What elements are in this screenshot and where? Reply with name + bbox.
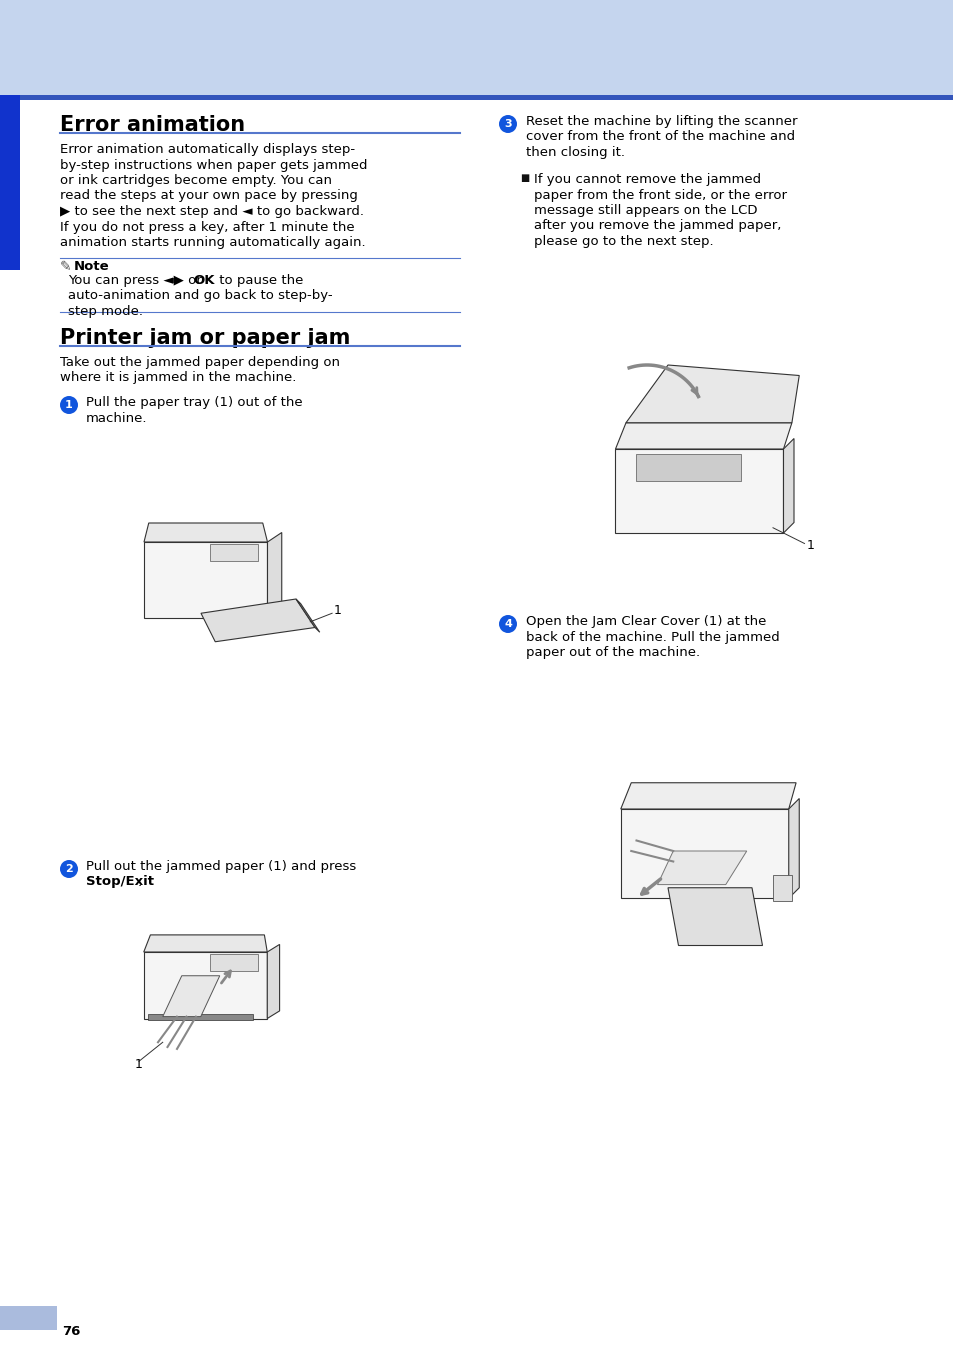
- Text: by-step instructions when paper gets jammed: by-step instructions when paper gets jam…: [60, 158, 367, 172]
- Text: Stop/Exit: Stop/Exit: [86, 875, 153, 889]
- Text: where it is jammed in the machine.: where it is jammed in the machine.: [60, 372, 296, 385]
- Polygon shape: [615, 449, 782, 534]
- Text: paper out of the machine.: paper out of the machine.: [525, 646, 700, 659]
- Polygon shape: [144, 523, 267, 542]
- Text: Error animation automatically displays step-: Error animation automatically displays s…: [60, 143, 355, 155]
- Text: .: .: [138, 875, 142, 889]
- Polygon shape: [163, 975, 219, 1016]
- Text: You can press ◄▶ or: You can press ◄▶ or: [68, 274, 206, 286]
- Text: Reset the machine by lifting the scanner: Reset the machine by lifting the scanner: [525, 115, 797, 128]
- Polygon shape: [149, 1013, 253, 1020]
- Text: 3: 3: [503, 119, 511, 128]
- Text: paper from the front side, or the error: paper from the front side, or the error: [534, 189, 786, 201]
- Polygon shape: [667, 888, 761, 946]
- Circle shape: [498, 615, 517, 634]
- Text: ✎: ✎: [60, 259, 71, 274]
- Polygon shape: [625, 365, 799, 423]
- Text: read the steps at your own pace by pressing: read the steps at your own pace by press…: [60, 189, 357, 203]
- Polygon shape: [144, 935, 267, 952]
- Text: ▶ to see the next step and ◄ to go backward.: ▶ to see the next step and ◄ to go backw…: [60, 205, 364, 218]
- Text: 4: 4: [503, 619, 512, 630]
- Polygon shape: [295, 598, 319, 632]
- Text: Open the Jam Clear Cover (1) at the: Open the Jam Clear Cover (1) at the: [525, 615, 765, 628]
- Bar: [0, 0, 953, 95]
- Text: Printer jam or paper jam: Printer jam or paper jam: [60, 328, 350, 349]
- Polygon shape: [636, 454, 740, 481]
- Bar: [0, 95, 953, 100]
- Polygon shape: [267, 944, 279, 1019]
- Polygon shape: [657, 851, 746, 885]
- Polygon shape: [267, 532, 281, 617]
- Text: If you do not press a key, after 1 minute the: If you do not press a key, after 1 minut…: [60, 220, 355, 234]
- Bar: [772, 875, 791, 901]
- Text: cover from the front of the machine and: cover from the front of the machine and: [525, 131, 794, 143]
- Polygon shape: [615, 423, 791, 449]
- Text: to pause the: to pause the: [214, 274, 303, 286]
- Polygon shape: [620, 782, 795, 809]
- Text: If you cannot remove the jammed: If you cannot remove the jammed: [534, 173, 760, 186]
- Text: 76: 76: [62, 1325, 80, 1337]
- Text: 1: 1: [805, 539, 814, 553]
- Text: message still appears on the LCD: message still appears on the LCD: [534, 204, 757, 218]
- Polygon shape: [210, 954, 257, 971]
- Text: auto-animation and go back to step-by-: auto-animation and go back to step-by-: [68, 289, 333, 303]
- Circle shape: [498, 115, 517, 132]
- Polygon shape: [211, 544, 257, 561]
- Circle shape: [60, 861, 78, 878]
- Polygon shape: [201, 598, 314, 642]
- Text: then closing it.: then closing it.: [525, 146, 624, 159]
- Text: after you remove the jammed paper,: after you remove the jammed paper,: [534, 219, 781, 232]
- Text: step mode.: step mode.: [68, 305, 143, 317]
- Polygon shape: [620, 809, 788, 898]
- Text: OK: OK: [193, 274, 214, 286]
- Text: or ink cartridges become empty. You can: or ink cartridges become empty. You can: [60, 174, 332, 186]
- Text: 1: 1: [334, 604, 341, 617]
- Polygon shape: [144, 542, 267, 617]
- Text: Pull out the jammed paper (1) and press: Pull out the jammed paper (1) and press: [86, 861, 355, 873]
- Text: Pull the paper tray (1) out of the: Pull the paper tray (1) out of the: [86, 396, 302, 409]
- Polygon shape: [788, 798, 799, 898]
- Text: back of the machine. Pull the jammed: back of the machine. Pull the jammed: [525, 631, 779, 643]
- Bar: [0, 1306, 57, 1329]
- Polygon shape: [782, 439, 793, 534]
- Text: 1: 1: [134, 1058, 142, 1070]
- Text: machine.: machine.: [86, 412, 148, 424]
- Text: Error animation: Error animation: [60, 115, 245, 135]
- Text: 2: 2: [65, 865, 72, 874]
- Text: ■: ■: [519, 173, 529, 182]
- Bar: [0, 95, 20, 270]
- Circle shape: [60, 396, 78, 413]
- Polygon shape: [144, 952, 267, 1019]
- Text: 1: 1: [65, 400, 72, 409]
- Text: please go to the next step.: please go to the next step.: [534, 235, 713, 249]
- Text: animation starts running automatically again.: animation starts running automatically a…: [60, 236, 365, 249]
- Text: Take out the jammed paper depending on: Take out the jammed paper depending on: [60, 357, 339, 369]
- Text: Note: Note: [74, 259, 110, 273]
